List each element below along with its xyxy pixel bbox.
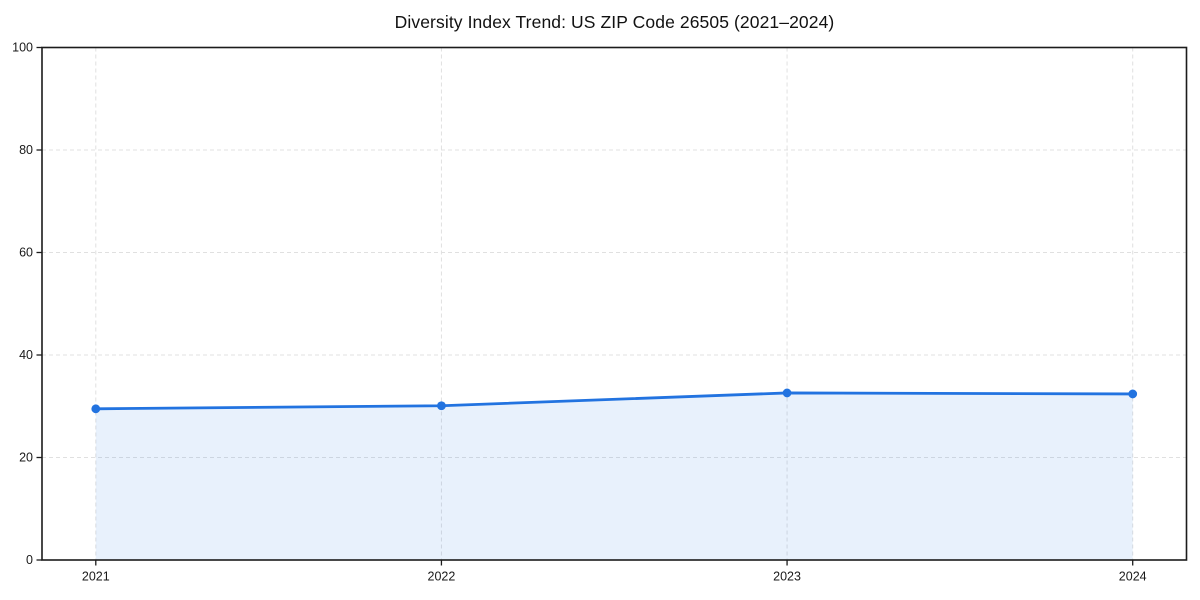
y-tick-label: 20 xyxy=(19,451,33,465)
data-point-2023 xyxy=(782,388,792,398)
y-tick-label: 0 xyxy=(26,553,33,567)
x-tick-label: 2021 xyxy=(82,570,110,584)
area-fill xyxy=(95,392,1133,560)
y-tick-label: 40 xyxy=(19,348,33,362)
trend-line xyxy=(94,391,1135,411)
axes-border xyxy=(41,46,1188,561)
data-point-2022 xyxy=(437,401,446,411)
data-point-2021 xyxy=(91,404,101,414)
data-point-2024 xyxy=(1128,389,1138,399)
chart-title: Diversity Index Trend: US ZIP Code 26505… xyxy=(394,12,835,32)
y-tick-label: 100 xyxy=(12,41,33,55)
x-tick-label: 2024 xyxy=(1119,570,1147,584)
x-tick-label: 2023 xyxy=(773,570,801,584)
y-tick-label: 80 xyxy=(19,143,33,157)
y-tick-label: 60 xyxy=(19,246,33,260)
x-tick-label: 2022 xyxy=(428,570,456,584)
